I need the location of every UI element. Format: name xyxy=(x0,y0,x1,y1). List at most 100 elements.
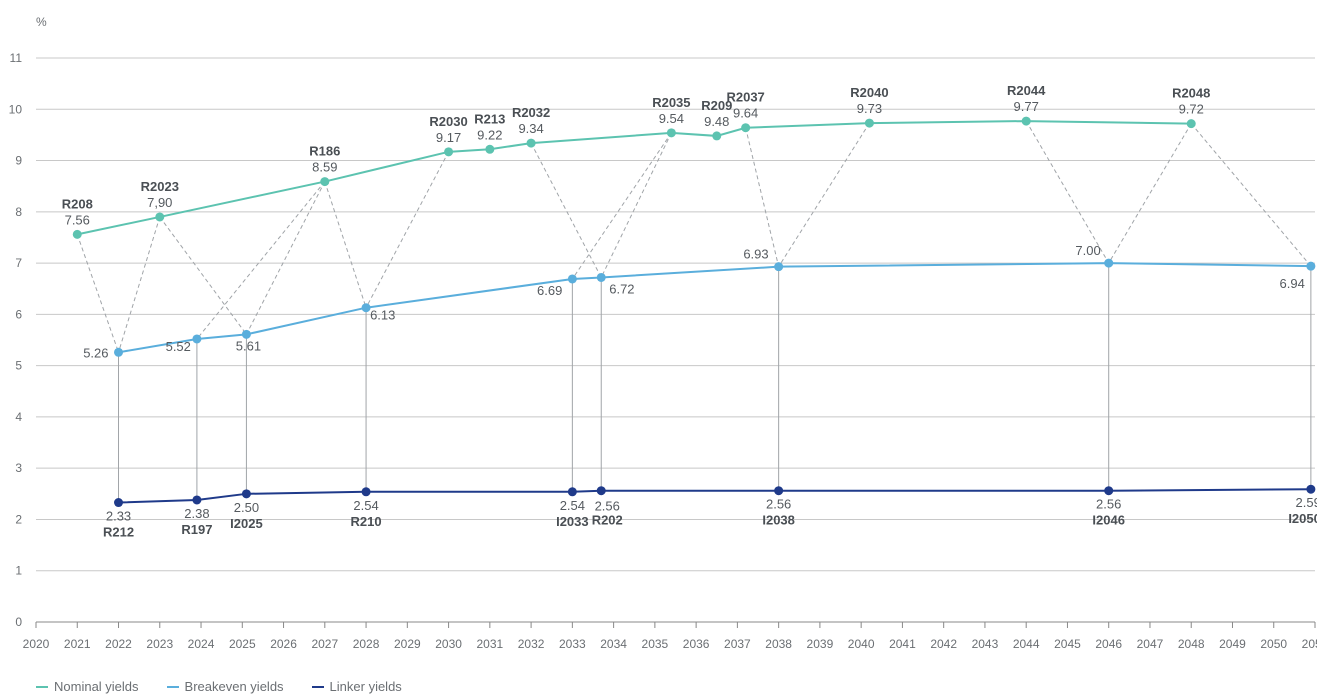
x-tick-label: 2050 xyxy=(1260,637,1287,651)
x-tick-label: 2037 xyxy=(724,637,751,651)
linker-bond-label: I2050 xyxy=(1288,511,1317,526)
breakeven-point xyxy=(361,303,371,313)
y-tick-label: 8 xyxy=(15,205,22,219)
x-tick-label: 2049 xyxy=(1219,637,1246,651)
dashed-connector xyxy=(745,127,780,267)
legend-item-nominal: Nominal yields xyxy=(36,679,139,694)
nominal-point xyxy=(444,147,454,157)
linker-value-label: 2.56 xyxy=(1096,497,1121,512)
legend-swatch-breakeven xyxy=(166,685,179,688)
x-tick-label: 2021 xyxy=(64,637,91,651)
breakeven-value-label: 5.52 xyxy=(166,339,191,354)
y-tick-label: 4 xyxy=(15,410,22,424)
linker-value-label: 2.56 xyxy=(766,497,791,512)
breakeven-point xyxy=(114,347,124,357)
linker-value-label: 2.54 xyxy=(353,498,378,513)
breakeven-value-label: 6.13 xyxy=(370,308,395,323)
breakeven-value-label: 6.72 xyxy=(609,281,634,296)
dashed-connector xyxy=(778,122,870,267)
x-tick-label: 2032 xyxy=(518,637,545,651)
x-tick-label: 2046 xyxy=(1095,637,1122,651)
linker-point xyxy=(596,486,606,496)
x-tick-label: 2051 xyxy=(1302,637,1317,651)
x-tick-label: 2038 xyxy=(765,637,792,651)
y-axis-unit-label: % xyxy=(36,15,47,29)
breakeven-value-label: 6.93 xyxy=(743,247,768,262)
dashed-connector xyxy=(76,234,119,353)
breakeven-value-label: 5.61 xyxy=(236,338,261,353)
nominal-value-label: 9.72 xyxy=(1179,102,1204,117)
legend: Nominal yields Breakeven yields Linker y… xyxy=(36,679,402,694)
dashed-connector xyxy=(1025,120,1110,264)
y-tick-label: 5 xyxy=(15,359,22,373)
nominal-bond-label: R208 xyxy=(62,196,93,211)
gridlines xyxy=(36,57,1315,623)
linker-bond-label: R212 xyxy=(103,525,134,540)
x-tick-label: 2025 xyxy=(229,637,256,651)
x-tick-label: 2040 xyxy=(848,637,875,651)
x-tick-label: 2034 xyxy=(600,637,627,651)
nominal-value-label: 9.48 xyxy=(704,114,729,129)
x-tick-label: 2044 xyxy=(1013,637,1040,651)
x-tick-label: 2045 xyxy=(1054,637,1081,651)
legend-label-linker: Linker yields xyxy=(329,679,402,694)
legend-item-breakeven: Breakeven yields xyxy=(166,679,284,694)
linker-bond-label: R210 xyxy=(351,514,382,529)
linker-bond-label: R197 xyxy=(181,522,212,537)
y-tick-label: 11 xyxy=(10,51,23,65)
nominal-value-label: 7.56 xyxy=(65,212,90,227)
breakeven-point xyxy=(567,274,577,284)
linker-value-label: 2.38 xyxy=(184,506,209,521)
x-tick-label: 2036 xyxy=(683,637,710,651)
y-tick-label: 1 xyxy=(15,564,22,578)
x-tick-label: 2027 xyxy=(311,637,338,651)
breakeven-value-label: 5.26 xyxy=(83,345,108,360)
y-tick-label: 6 xyxy=(15,307,22,321)
nominal-bond-label: R2035 xyxy=(652,95,690,110)
legend-swatch-nominal xyxy=(36,685,48,688)
linker-bond-label: I2046 xyxy=(1092,513,1125,528)
legend-label-breakeven: Breakeven yields xyxy=(184,679,284,694)
nominal-bond-label: R2044 xyxy=(1007,83,1046,98)
y-axis-ticks: 0 1 2 3 4 5 6 7 8 9 10 11 xyxy=(9,51,23,629)
linker-value-label: 2.59 xyxy=(1296,495,1317,510)
nominal-point xyxy=(155,212,165,222)
x-tick-label: 2024 xyxy=(188,637,215,651)
x-tick-label: 2047 xyxy=(1137,637,1164,651)
breakeven-value-label: 6.94 xyxy=(1280,276,1305,291)
breakeven-value-label: 7.00 xyxy=(1075,243,1100,258)
linker-value-label: 2.33 xyxy=(106,509,131,524)
breakeven-point xyxy=(774,262,784,272)
nominal-value-label: 9.64 xyxy=(733,106,758,121)
linker-value-label: 2.54 xyxy=(560,498,585,513)
nominal-bond-label: R2040 xyxy=(850,85,888,100)
breakeven-series-line xyxy=(118,262,1311,354)
linker-bond-label: I2033 xyxy=(556,514,589,529)
dashed-connector xyxy=(159,216,247,335)
nominal-value-label: 9.54 xyxy=(659,111,684,126)
nominal-point xyxy=(712,131,722,141)
nominal-bond-label: R2030 xyxy=(429,114,467,129)
dashed-connector xyxy=(196,181,326,340)
x-tick-label: 2039 xyxy=(807,637,834,651)
linker-point xyxy=(114,498,124,508)
series-points xyxy=(72,116,1316,508)
nominal-point xyxy=(741,123,751,133)
breakeven-value-label: 6.69 xyxy=(537,283,562,298)
x-tick-label: 2031 xyxy=(476,637,503,651)
dashed-connector xyxy=(365,151,450,308)
nominal-point xyxy=(864,118,874,128)
dashed-connector xyxy=(118,216,161,353)
nominal-point xyxy=(526,138,536,148)
x-tick-label: 2020 xyxy=(23,637,50,651)
y-tick-label: 7 xyxy=(15,256,22,270)
breakeven-point xyxy=(596,272,606,282)
series-lines xyxy=(77,120,1311,504)
nominal-point xyxy=(72,229,82,239)
nominal-series-line xyxy=(77,120,1192,236)
nominal-point xyxy=(1186,119,1196,129)
linker-bond-label: I2025 xyxy=(230,516,263,531)
y-tick-label: 3 xyxy=(15,461,22,475)
